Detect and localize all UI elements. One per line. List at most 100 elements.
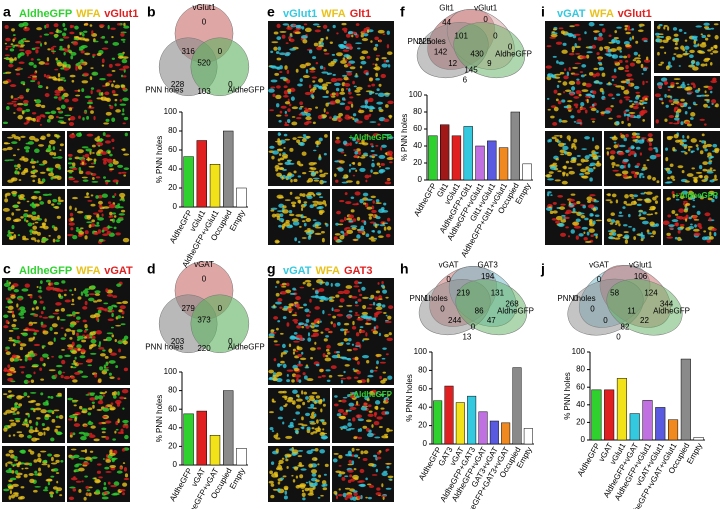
texture xyxy=(68,176,74,179)
texture xyxy=(23,167,29,172)
texture xyxy=(283,495,288,500)
texture xyxy=(84,153,90,158)
texture xyxy=(350,478,356,482)
texture xyxy=(673,53,677,55)
texture xyxy=(586,51,593,54)
texture xyxy=(623,200,627,205)
texture xyxy=(372,133,380,137)
venn-count: 86 xyxy=(475,306,484,315)
texture xyxy=(78,61,81,64)
texture xyxy=(22,420,29,424)
texture xyxy=(79,63,86,65)
texture xyxy=(339,199,345,203)
texture xyxy=(555,215,563,221)
texture xyxy=(27,76,32,79)
texture xyxy=(33,314,39,317)
texture xyxy=(47,453,53,457)
texture xyxy=(275,448,279,453)
texture xyxy=(278,459,284,464)
texture xyxy=(382,33,386,36)
venn-count: 203 xyxy=(171,337,185,346)
texture xyxy=(283,404,287,408)
texture xyxy=(314,447,319,452)
texture xyxy=(117,315,122,319)
texture xyxy=(107,481,111,485)
texture xyxy=(373,326,376,330)
texture xyxy=(307,400,311,403)
texture xyxy=(95,330,102,335)
texture xyxy=(573,138,578,143)
texture xyxy=(69,323,75,328)
texture xyxy=(16,395,23,400)
texture xyxy=(122,199,126,202)
texture xyxy=(362,192,369,197)
texture xyxy=(695,144,699,148)
texture xyxy=(385,233,391,238)
texture xyxy=(370,169,373,173)
texture xyxy=(294,374,301,378)
texture xyxy=(276,36,282,41)
texture xyxy=(386,44,390,49)
texture xyxy=(547,108,551,111)
texture xyxy=(74,287,77,292)
texture xyxy=(317,496,321,499)
texture xyxy=(288,213,295,217)
texture xyxy=(387,375,393,380)
texture xyxy=(682,134,685,139)
texture xyxy=(630,145,635,150)
texture xyxy=(322,86,328,91)
y-tick-label: 0 xyxy=(173,460,178,469)
texture xyxy=(654,200,659,204)
texture xyxy=(121,148,126,151)
texture xyxy=(357,298,362,302)
texture xyxy=(348,91,352,95)
texture xyxy=(109,168,115,170)
texture xyxy=(28,429,35,434)
texture xyxy=(40,321,44,326)
texture xyxy=(612,232,617,236)
texture xyxy=(77,335,85,340)
texture xyxy=(705,63,708,67)
texture xyxy=(595,235,598,239)
texture xyxy=(664,181,671,184)
texture xyxy=(94,293,101,296)
texture xyxy=(290,96,295,101)
texture xyxy=(349,393,356,399)
bar xyxy=(693,437,704,441)
texture xyxy=(11,224,15,230)
texture xyxy=(281,226,285,230)
texture xyxy=(18,196,24,201)
texture xyxy=(21,467,24,470)
texture xyxy=(361,286,366,291)
texture xyxy=(642,67,648,72)
texture xyxy=(305,217,312,223)
texture xyxy=(653,147,658,150)
texture xyxy=(57,392,62,397)
texture xyxy=(76,362,84,365)
texture xyxy=(703,22,710,26)
texture xyxy=(373,67,379,70)
texture xyxy=(306,426,311,431)
texture xyxy=(375,144,379,147)
texture xyxy=(53,337,56,342)
texture xyxy=(291,106,299,110)
texture xyxy=(36,417,41,420)
texture xyxy=(5,306,9,308)
texture xyxy=(117,377,121,380)
texture xyxy=(44,486,48,490)
texture xyxy=(631,28,635,31)
texture xyxy=(704,148,708,152)
texture xyxy=(361,50,369,55)
texture xyxy=(24,467,29,470)
texture xyxy=(286,69,290,74)
texture xyxy=(624,239,629,244)
texture xyxy=(50,395,54,399)
texture xyxy=(280,477,284,480)
texture xyxy=(24,283,31,288)
texture xyxy=(29,478,35,484)
texture xyxy=(633,85,640,90)
texture xyxy=(16,464,20,468)
texture xyxy=(123,467,128,472)
texture xyxy=(111,312,114,318)
texture xyxy=(319,449,326,454)
